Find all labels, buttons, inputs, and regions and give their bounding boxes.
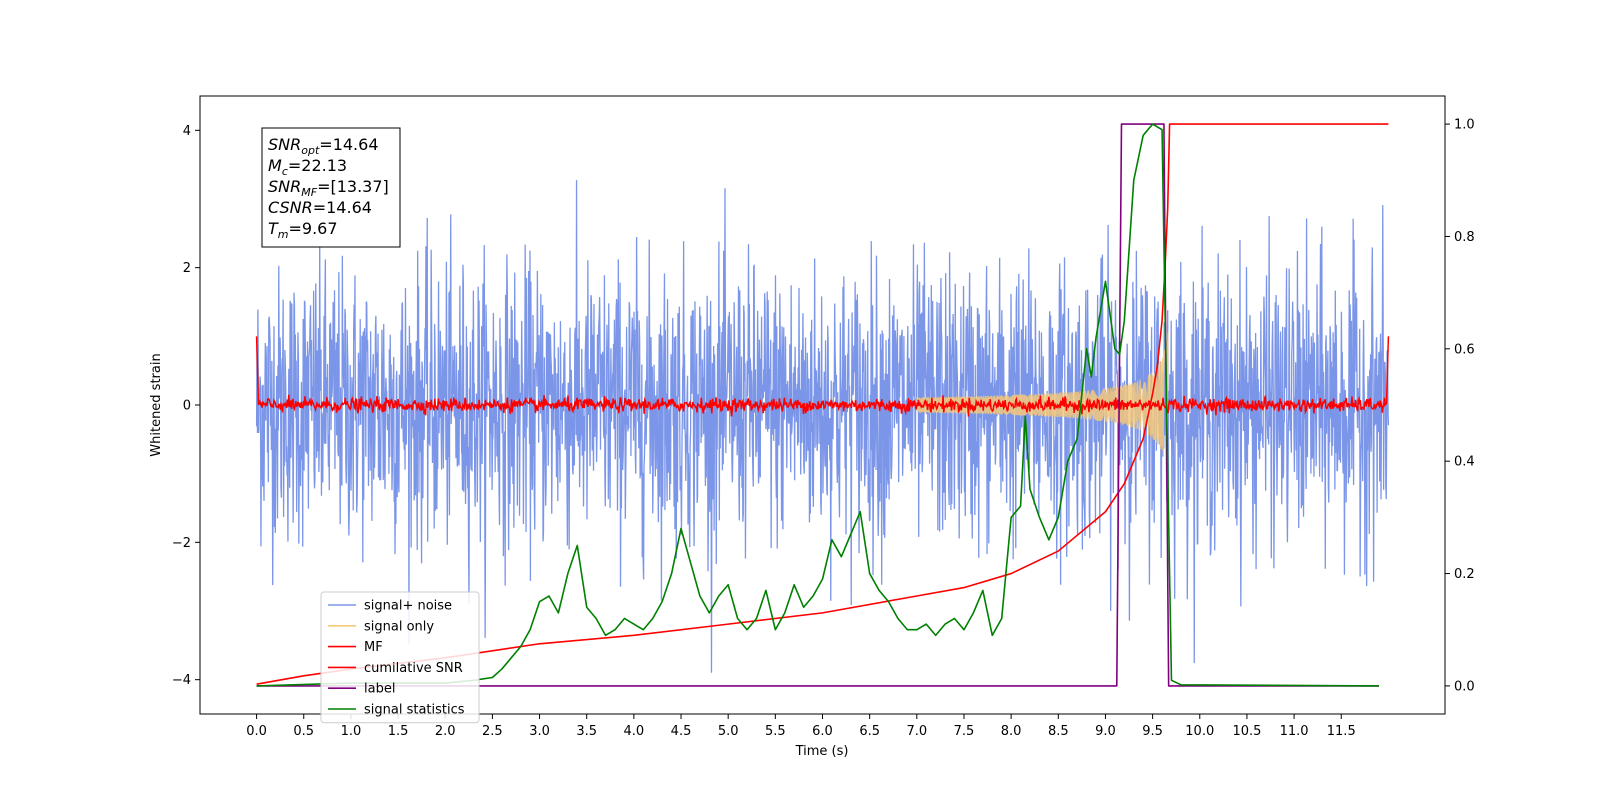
y-tick-label-left: 0: [183, 399, 191, 414]
y-tick-label-right: 1.0: [1454, 118, 1475, 133]
x-tick-label: 8.0: [1001, 724, 1022, 739]
y-tick-label-right: 0.2: [1454, 567, 1475, 582]
x-tick-label: 2.0: [435, 724, 456, 739]
annotation-value: =9.67: [289, 219, 338, 238]
x-tick-label: 6.5: [859, 724, 880, 739]
y-tick-label-right: 0.0: [1454, 679, 1475, 694]
x-tick-label: 11.5: [1327, 724, 1356, 739]
x-tick-label: 1.0: [341, 724, 362, 739]
y-tick-label-left: 4: [183, 124, 191, 139]
annotation-box: SNRopt=14.64Mc=22.13SNRMF=[13.37]CSNR=14…: [261, 127, 401, 248]
x-tick-label: 6.0: [812, 724, 833, 739]
y-tick-label-left: −2: [172, 536, 191, 551]
x-tick-label: 9.0: [1095, 724, 1116, 739]
x-tick-label: 7.0: [906, 724, 927, 739]
ticks-layer: 0.0 0.5 1.0 1.5 2.0 2.5 3.0 3.5 4.0 4.5 5.0 5.5 6.0 6…: [172, 118, 1475, 739]
legend-entry-label: MF: [364, 640, 383, 655]
series-layer: [255, 123, 1390, 687]
legend-entry-label: signal+ noise: [364, 599, 452, 614]
annotation-symbol: CSNR: [268, 198, 313, 217]
y-tick-label-right: 0.4: [1454, 455, 1475, 470]
series-cumilative-snr: [256, 123, 1389, 686]
x-tick-label: 5.0: [718, 724, 739, 739]
annotation-value: =14.64: [313, 198, 372, 217]
series-signal-statistics: [256, 123, 1379, 687]
y-tick-label-left: −4: [172, 673, 191, 688]
annotation-subscript: opt: [301, 144, 320, 157]
annotation-line: CSNR=14.64: [268, 198, 372, 217]
x-tick-label: 4.5: [671, 724, 692, 739]
x-tick-label: 1.5: [388, 724, 409, 739]
legend-entry-label: cumilative SNR: [364, 661, 463, 676]
legend-frame: [320, 591, 480, 724]
annotation-symbol: M: [268, 156, 282, 175]
legend-entry-label: signal statistics: [364, 703, 465, 718]
x-tick-label: 0.0: [246, 724, 267, 739]
x-tick-label: 8.5: [1048, 724, 1069, 739]
series-signal-noise: [255, 180, 1390, 673]
x-tick-label: 3.5: [576, 724, 597, 739]
x-tick-label: 7.5: [954, 724, 975, 739]
x-tick-label: 10.0: [1185, 724, 1214, 739]
x-tick-label: 11.0: [1280, 724, 1309, 739]
annotation-value: =22.13: [288, 156, 347, 175]
annotation-symbol: T: [268, 219, 279, 238]
y-axis-label-left: Whitened strain: [149, 353, 164, 456]
annotation-subscript: c: [282, 165, 288, 178]
annotation-line: Tm=9.67: [268, 219, 338, 241]
series-label: [256, 123, 1379, 687]
x-tick-label: 9.5: [1142, 724, 1163, 739]
annotation-value: =[13.37]: [317, 177, 389, 196]
legend-entry-label: signal only: [364, 619, 434, 634]
annotation-line: SNRMF=[13.37]: [268, 177, 389, 199]
series-mf: [255, 336, 1390, 417]
annotation-line: SNRopt=14.64: [268, 135, 379, 157]
x-tick-label: 2.5: [482, 724, 503, 739]
annotation-line: Mc=22.13: [268, 156, 347, 178]
annotation-subscript: MF: [301, 186, 317, 199]
annotation-subscript: m: [278, 228, 289, 241]
x-tick-label: 4.0: [624, 724, 645, 739]
x-tick-label: 0.5: [293, 724, 314, 739]
annotation-symbol: SNR: [268, 135, 301, 154]
y-tick-label-left: 2: [183, 261, 191, 276]
x-tick-label: 3.0: [529, 724, 550, 739]
legend-entry-label: label: [364, 682, 395, 697]
x-tick-label: 10.5: [1232, 724, 1261, 739]
legend: signal+ noise signal only MF cumilative SNR…: [320, 591, 480, 724]
x-tick-label: 5.5: [765, 724, 786, 739]
y-tick-label-right: 0.8: [1454, 230, 1475, 245]
x-axis-label: Time (s): [795, 744, 849, 759]
annotation-value: =14.64: [319, 135, 378, 154]
annotation-symbol: SNR: [268, 177, 301, 196]
y-tick-label-right: 0.6: [1454, 342, 1475, 357]
annotation-frame: [261, 127, 401, 248]
